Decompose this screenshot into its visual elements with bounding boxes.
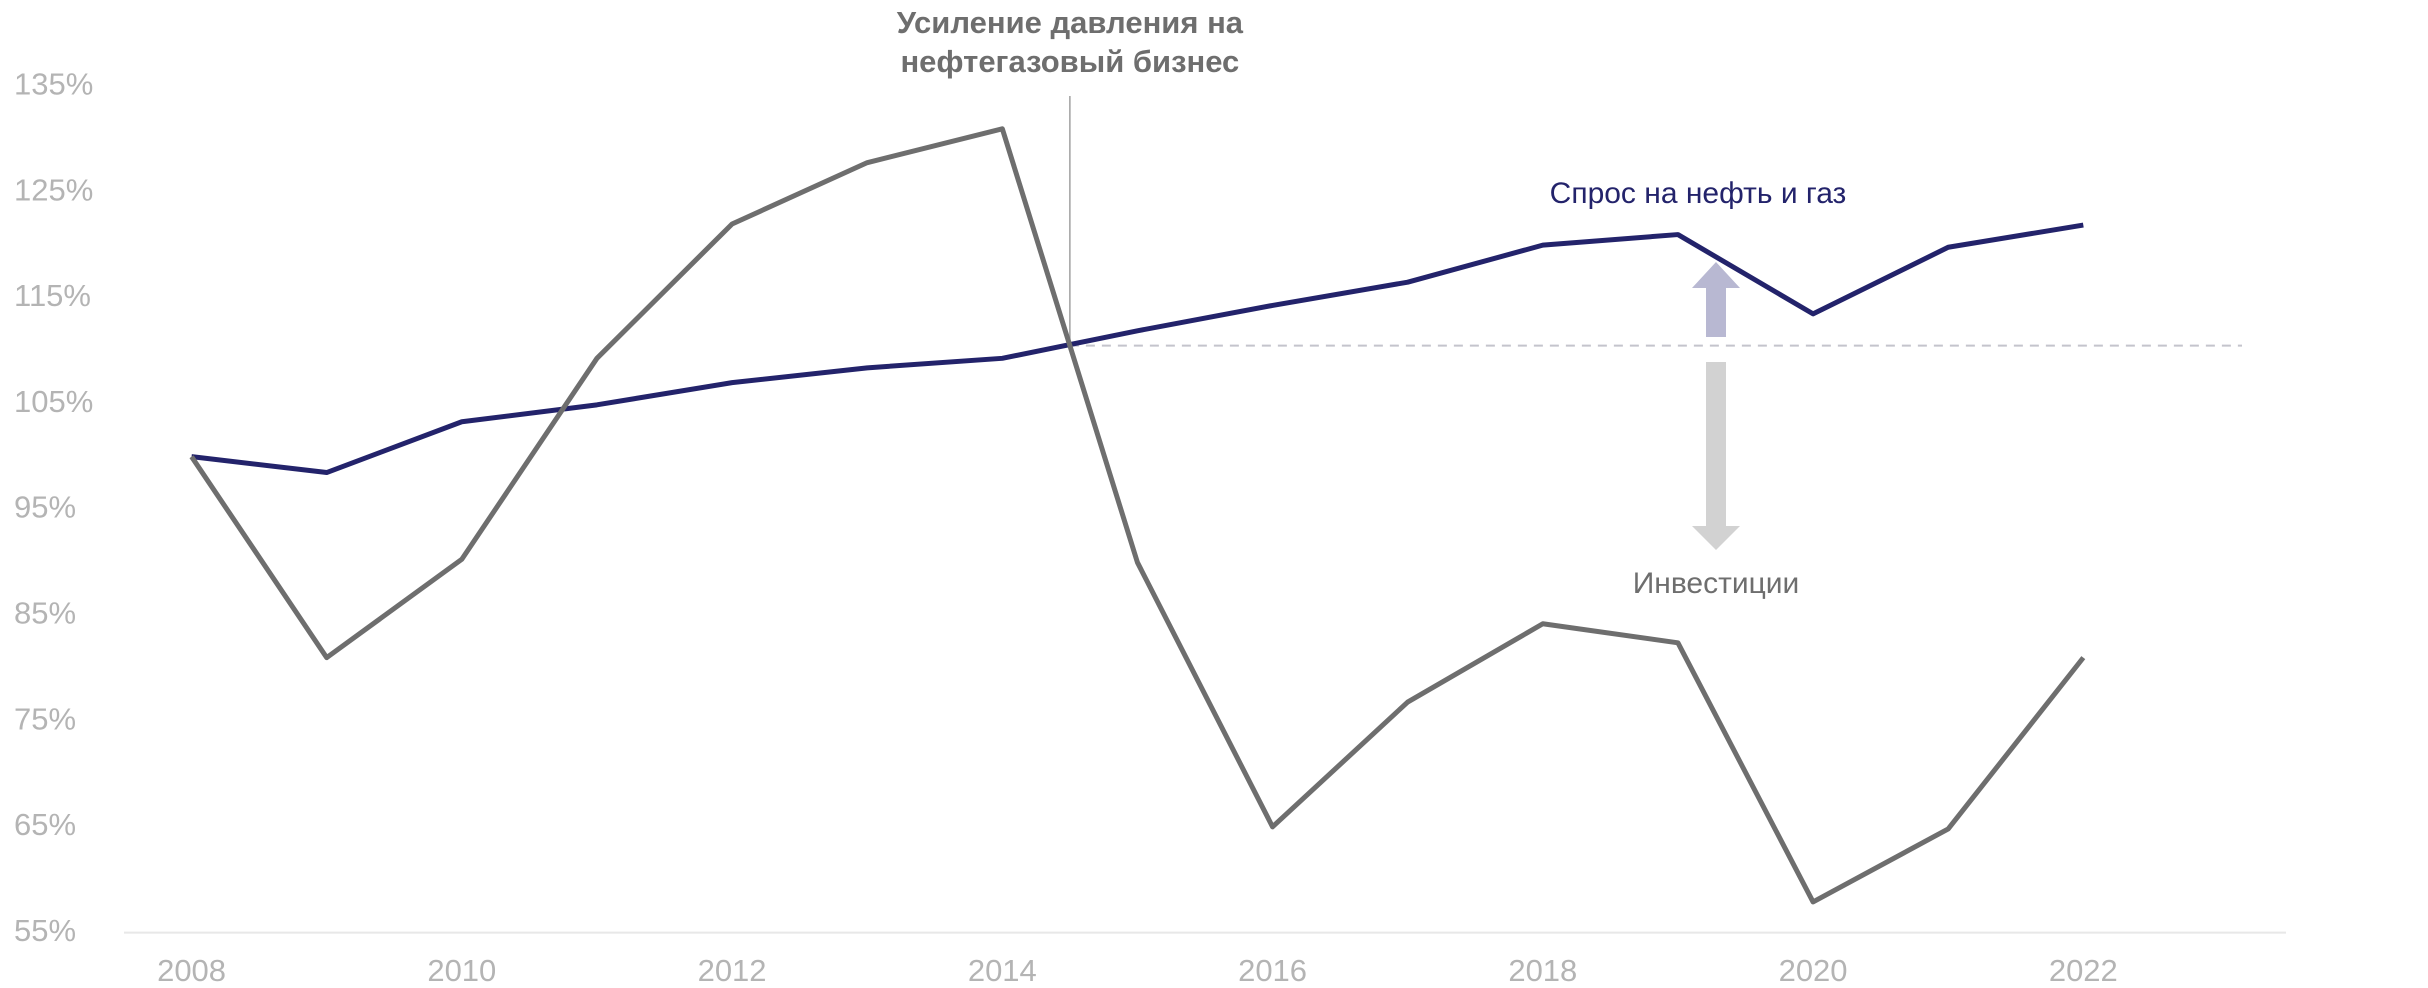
annotation: Усиление давления на	[897, 5, 1244, 40]
y-tick-label: 85%	[14, 596, 76, 631]
series-label: Спрос на нефть и газ	[1550, 177, 1847, 210]
x-tick-label: 2020	[1779, 953, 1848, 988]
y-tick-label: 65%	[14, 807, 76, 842]
x-tick-label: 2008	[157, 953, 226, 988]
x-tick-label: 2010	[427, 953, 496, 988]
y-tick-label: 105%	[14, 384, 93, 419]
x-tick-label: 2014	[968, 953, 1037, 988]
x-tick-label: 2016	[1238, 953, 1307, 988]
down-arrow	[1692, 362, 1740, 550]
y-tick-label: 75%	[14, 701, 76, 736]
y-tick-label: 55%	[14, 913, 76, 948]
y-tick-label: 115%	[14, 278, 91, 313]
y-tick-label: 125%	[14, 172, 93, 207]
series-line	[191, 222, 2084, 476]
x-tick-label: 2022	[2049, 953, 2118, 988]
series-label: Инвестиции	[1633, 567, 1800, 600]
series-line	[189, 126, 2086, 905]
x-tick-label: 2012	[698, 953, 767, 988]
annotation: нефтегазовый бизнес	[900, 44, 1239, 79]
y-tick-label: 95%	[14, 490, 76, 525]
y-tick-label: 135%	[14, 67, 93, 102]
x-tick-label: 2018	[1508, 953, 1577, 988]
up-arrow	[1692, 262, 1740, 337]
